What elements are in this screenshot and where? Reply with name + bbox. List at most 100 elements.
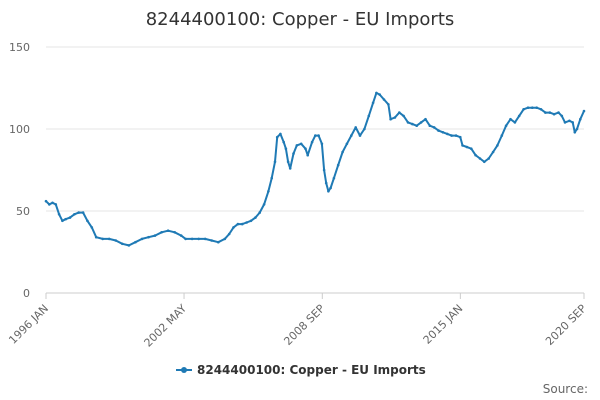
data-point bbox=[500, 134, 504, 137]
data-point bbox=[324, 181, 328, 185]
data-point bbox=[190, 237, 194, 241]
data-point bbox=[371, 101, 375, 105]
data-point bbox=[73, 213, 76, 216]
data-point bbox=[262, 203, 266, 206]
data-point bbox=[160, 231, 163, 234]
data-point bbox=[446, 132, 449, 136]
data-point bbox=[267, 190, 270, 193]
data-point bbox=[345, 142, 349, 146]
data-point bbox=[134, 240, 137, 244]
data-point bbox=[258, 211, 262, 214]
data-point bbox=[210, 239, 213, 242]
data-point bbox=[573, 131, 577, 134]
data-point bbox=[314, 134, 317, 137]
grid-lines bbox=[46, 46, 584, 212]
data-point bbox=[487, 157, 491, 160]
data-point bbox=[288, 167, 292, 170]
data-point bbox=[101, 237, 104, 241]
data-point bbox=[317, 134, 320, 137]
y-axis-ticks: 0 50 100 150 bbox=[9, 41, 30, 300]
data-point bbox=[522, 108, 525, 111]
data-point bbox=[461, 144, 464, 147]
x-tick-label: 2020 SEP bbox=[543, 302, 589, 348]
data-point bbox=[552, 112, 556, 116]
data-point bbox=[367, 114, 371, 118]
x-axis: 1996 JAN 2002 MAY 2008 SEP 2015 JAN 2020 SEP bbox=[6, 292, 589, 350]
data-point bbox=[491, 150, 495, 154]
data-point bbox=[571, 121, 574, 124]
x-tick-label: 2015 JAN bbox=[421, 302, 466, 347]
data-point bbox=[454, 134, 458, 137]
data-point bbox=[236, 222, 240, 226]
data-point bbox=[51, 201, 54, 205]
data-point bbox=[292, 152, 295, 155]
data-point bbox=[61, 219, 64, 223]
data-point bbox=[465, 145, 469, 149]
data-point bbox=[48, 203, 51, 206]
data-point bbox=[382, 98, 386, 101]
data-point bbox=[544, 111, 547, 114]
data-point bbox=[424, 117, 427, 121]
data-point bbox=[526, 106, 530, 109]
data-point bbox=[197, 237, 200, 241]
data-point bbox=[437, 129, 440, 132]
data-point bbox=[54, 203, 58, 206]
data-point bbox=[147, 235, 150, 239]
data-point bbox=[64, 217, 67, 221]
chart-title: 8244400100: Copper - EU Imports bbox=[146, 9, 455, 30]
source-label: Source: bbox=[543, 382, 588, 396]
data-point bbox=[57, 213, 61, 216]
y-tick-label: 50 bbox=[16, 205, 30, 218]
data-point bbox=[306, 153, 310, 157]
data-point bbox=[121, 242, 124, 246]
data-point bbox=[332, 176, 336, 180]
data-point bbox=[402, 114, 405, 118]
data-point bbox=[217, 240, 220, 244]
data-point bbox=[310, 140, 314, 144]
data-point bbox=[320, 142, 324, 146]
x-tick-label: 2002 MAY bbox=[142, 302, 190, 350]
data-point bbox=[327, 190, 330, 193]
data-point bbox=[411, 122, 414, 126]
data-point bbox=[474, 153, 477, 157]
data-point bbox=[419, 121, 423, 124]
data-point bbox=[483, 160, 486, 164]
data-point bbox=[241, 222, 244, 226]
data-point bbox=[179, 234, 183, 237]
legend-marker bbox=[181, 367, 187, 373]
data-point bbox=[254, 216, 257, 219]
data-point bbox=[504, 124, 508, 127]
data-point bbox=[114, 239, 118, 242]
data-point bbox=[329, 186, 332, 190]
data-point bbox=[582, 109, 586, 113]
data-point bbox=[496, 144, 499, 147]
data-point bbox=[509, 117, 512, 121]
y-tick-label: 100 bbox=[9, 123, 30, 136]
data-point bbox=[358, 134, 362, 137]
data-point bbox=[299, 142, 303, 146]
data-point bbox=[350, 134, 353, 137]
data-point bbox=[539, 108, 543, 111]
legend-label[interactable]: 8244400100: Copper - EU Imports bbox=[197, 363, 426, 377]
data-point bbox=[284, 147, 288, 150]
data-point bbox=[393, 116, 397, 119]
data-point bbox=[557, 111, 560, 114]
data-point bbox=[153, 234, 157, 237]
data-point bbox=[232, 226, 235, 229]
data-point bbox=[279, 132, 282, 136]
data-point bbox=[450, 134, 453, 137]
data-point bbox=[375, 91, 378, 95]
data-point bbox=[560, 114, 564, 118]
data-point bbox=[378, 93, 382, 96]
data-point bbox=[44, 199, 48, 203]
data-point bbox=[363, 127, 366, 131]
data-point bbox=[270, 176, 274, 180]
data-point bbox=[273, 160, 277, 164]
data-point bbox=[535, 106, 538, 109]
series-group bbox=[44, 91, 586, 247]
data-point bbox=[245, 221, 248, 224]
data-point bbox=[81, 211, 85, 214]
data-point bbox=[563, 121, 567, 124]
legend[interactable]: 8244400100: Copper - EU Imports bbox=[176, 363, 426, 377]
